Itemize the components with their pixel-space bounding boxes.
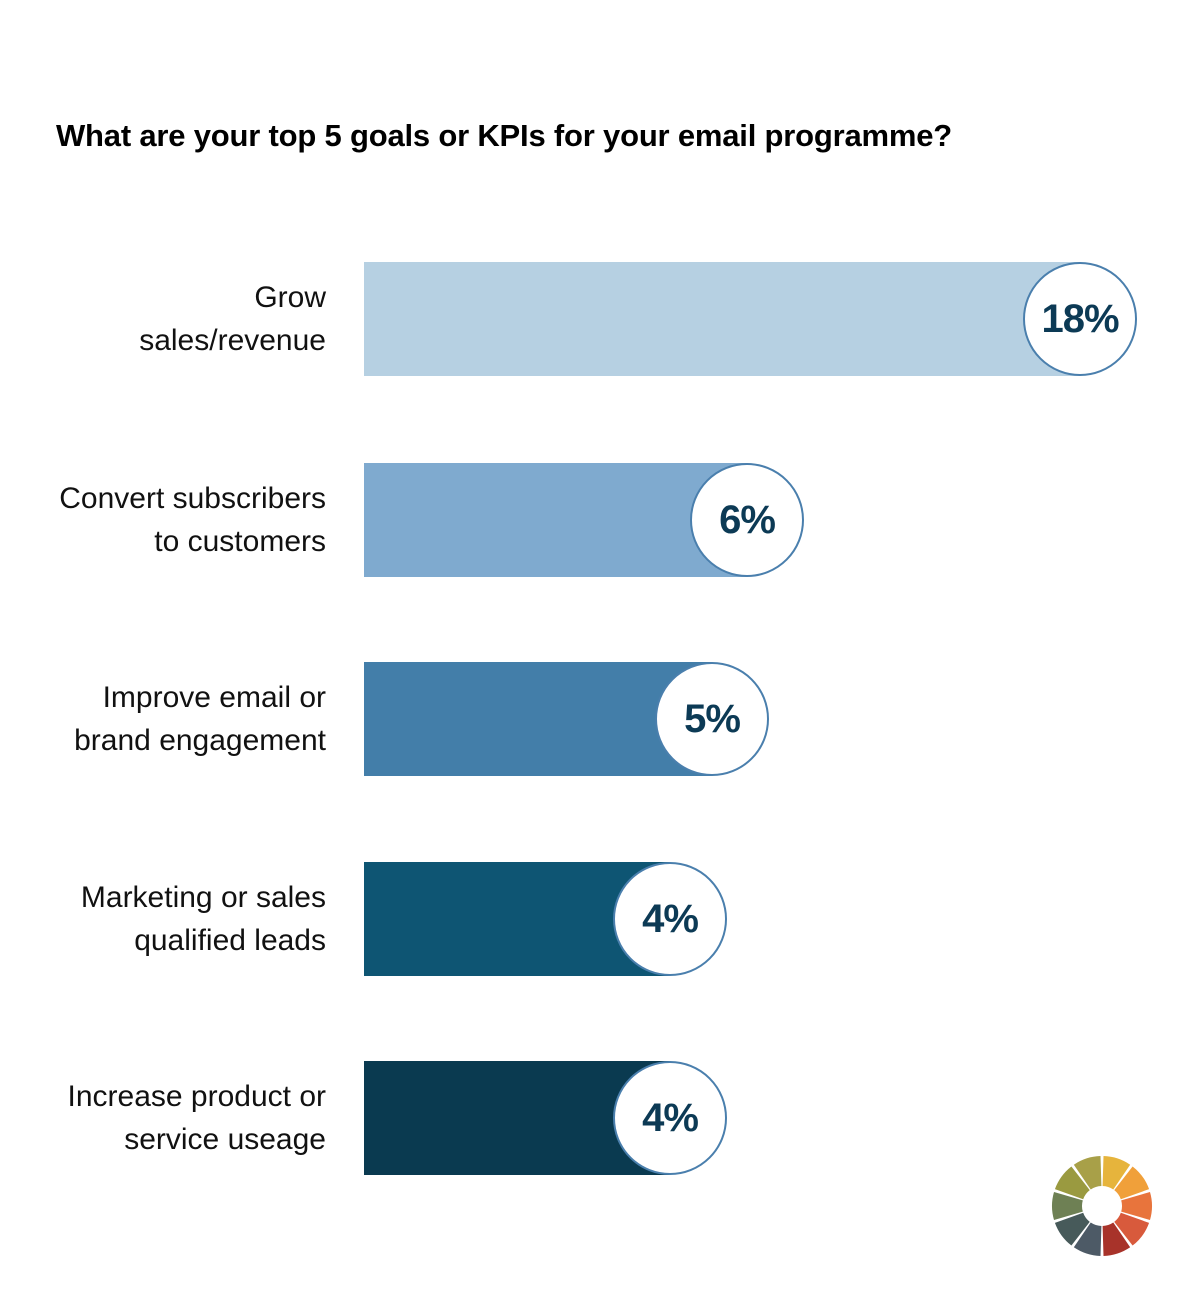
chart-title: What are your top 5 goals or KPIs for yo… — [56, 118, 952, 153]
value-label: 18% — [1041, 296, 1119, 341]
category-label: Convert subscribers to customers — [59, 482, 326, 558]
value-bubble: 4% — [613, 862, 727, 976]
value-bubble: 4% — [613, 1061, 727, 1175]
color-wheel-logo-icon — [1052, 1156, 1152, 1256]
value-label: 4% — [642, 1095, 699, 1140]
value-bubble: 18% — [1023, 262, 1137, 376]
value-label: 4% — [642, 896, 699, 941]
bar — [364, 262, 1080, 376]
bar-row: Increase product or service useage 4% — [0, 1061, 1200, 1175]
bar — [364, 662, 712, 776]
bar-row: Improve email or brand engagement 5% — [0, 662, 1200, 776]
bar-row: Marketing or sales qualified leads 4% — [0, 862, 1200, 976]
value-label: 6% — [719, 497, 776, 542]
category-label: Grow sales/revenue — [139, 281, 326, 357]
category-label: Improve email or brand engagement — [74, 681, 326, 757]
bar — [364, 463, 747, 577]
category-label: Marketing or sales qualified leads — [80, 881, 326, 957]
category-label: Increase product or service useage — [67, 1080, 326, 1156]
bar-row: Convert subscribers to customers 6% — [0, 463, 1200, 577]
bar-row: Grow sales/revenue 18% — [0, 262, 1200, 376]
value-bubble: 6% — [690, 463, 804, 577]
value-bubble: 5% — [655, 662, 769, 776]
value-label: 5% — [684, 696, 741, 741]
